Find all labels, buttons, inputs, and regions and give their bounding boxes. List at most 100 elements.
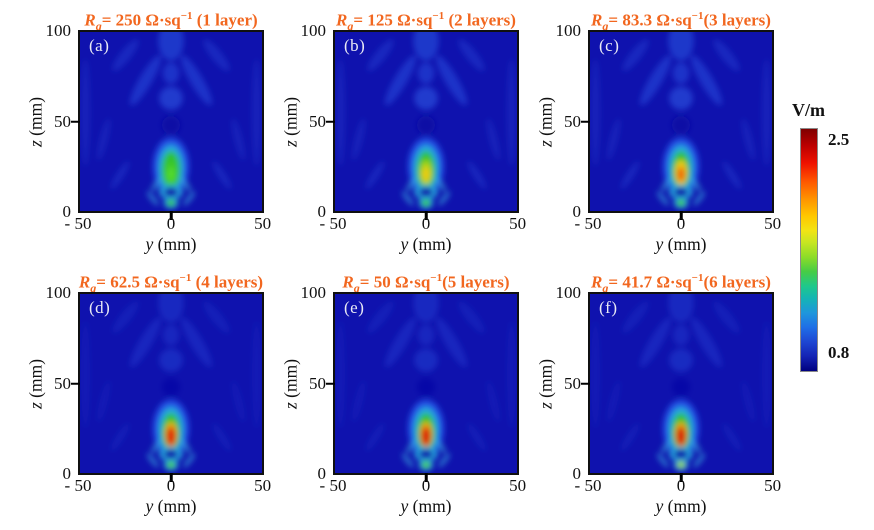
heatmap-canvas	[335, 32, 517, 209]
title-subscript: g	[347, 19, 354, 34]
y-tick-100: 100	[555, 21, 582, 40]
field-upper-structure	[335, 32, 517, 189]
title-exponent: −1	[430, 272, 443, 284]
x-axis-ticks: - 50 0 50	[575, 475, 782, 495]
y-tick-0: 0	[572, 202, 582, 221]
field-hotspot	[401, 137, 451, 209]
title-unit: Ω·sq	[141, 10, 181, 30]
title-layers: (4 layers)	[191, 272, 264, 292]
title-symbol: R	[342, 272, 354, 292]
x-axis-variable: y	[655, 496, 664, 516]
x-axis-unit: (mm)	[663, 496, 707, 516]
x-tick-minus50: - 50	[574, 476, 602, 495]
y-tick-50: 50	[309, 111, 326, 131]
x-tick-minus50: - 50	[64, 476, 92, 495]
y-tick-50: 50	[54, 373, 71, 393]
heatmap-panel-a: Rg= 250 Ω·sq−1 (1 layer) z (mm) 100 50 0	[26, 4, 272, 257]
heatmap-plot: (c)	[581, 30, 774, 220]
y-axis-unit: (mm)	[280, 96, 301, 140]
y-axis-variable: z	[25, 401, 46, 409]
y-axis-label: z (mm)	[26, 96, 47, 146]
x-axis-tick-mark	[679, 211, 683, 220]
title-exponent: −1	[432, 10, 445, 22]
y-axis-label: z (mm)	[281, 96, 302, 146]
x-axis-ticks: - 50 0 50	[65, 475, 272, 495]
y-tick-0: 0	[317, 202, 327, 221]
field-upper-structure	[80, 32, 262, 189]
title-resistance-value: 41.7	[622, 272, 653, 292]
title-unit: Ω·sq	[392, 10, 433, 30]
x-axis-label: y (mm)	[26, 233, 264, 257]
title-resistance-value: 83.3	[622, 10, 653, 30]
title-symbol: R	[78, 272, 91, 292]
x-tick-50: 50	[509, 214, 527, 233]
panel-main: z (mm) 100 50 0	[536, 21, 774, 221]
title-resistance-value: 50	[373, 272, 391, 292]
x-axis-unit: (mm)	[408, 234, 452, 254]
heatmap-plot: (e)	[326, 292, 519, 482]
title-equals: =	[359, 272, 374, 292]
x-axis-ticks: - 50 0 50	[320, 475, 527, 495]
title-equals: =	[96, 272, 111, 292]
panel-letter-label: (c)	[599, 36, 620, 55]
heatmap-canvas	[335, 294, 517, 471]
heatmap-canvas	[80, 32, 262, 209]
x-tick-0: 0	[166, 476, 176, 495]
x-axis-ticks: - 50 0 50	[65, 213, 272, 233]
y-axis-tick-mark	[581, 382, 590, 385]
x-axis-tick-mark	[169, 211, 173, 220]
panel-row-bottom: Rg= 62.5 Ω·sq−1 (4 layers) z (mm) 100 50…	[25, 266, 782, 519]
x-axis-unit: (mm)	[153, 234, 197, 254]
heatmap-canvas	[80, 294, 262, 471]
title-resistance-value: 62.5	[110, 272, 140, 292]
colorbar: V/m 2.5 0.8	[790, 100, 874, 400]
title-exponent: −1	[179, 272, 192, 284]
field-hotspot	[656, 137, 706, 209]
y-axis-tick-mark	[71, 382, 80, 385]
y-axis-variable: z	[25, 139, 46, 147]
panel-main: z (mm) 100 50 0	[281, 21, 519, 221]
title-equals: =	[608, 272, 623, 292]
panel-letter-label: (a)	[89, 36, 110, 55]
title-layers: (2 layers)	[444, 10, 516, 30]
panel-title: Rg= 41.7 Ω·sq−1(6 layers)	[536, 266, 774, 295]
title-subscript: g	[602, 19, 609, 34]
y-axis-variable: z	[280, 401, 301, 409]
title-layers: (1 layer)	[192, 10, 258, 30]
heatmap-panel-d: Rg= 62.5 Ω·sq−1 (4 layers) z (mm) 100 50…	[25, 266, 272, 519]
panel-letter-label: (b)	[344, 36, 366, 55]
colorbar-title: V/m	[792, 100, 825, 120]
y-tick-0: 0	[62, 464, 72, 483]
x-tick-0: 0	[676, 476, 686, 495]
x-tick-0: 0	[166, 214, 176, 233]
y-tick-100: 100	[45, 21, 72, 40]
panel-main: z (mm) 100 50 0	[26, 21, 264, 221]
y-axis-variable: z	[535, 401, 556, 409]
x-tick-50: 50	[254, 214, 272, 233]
x-axis-variable: y	[145, 496, 154, 516]
heatmap-canvas	[590, 294, 772, 471]
x-axis-unit: (mm)	[153, 496, 197, 516]
y-axis-tick-mark	[326, 120, 335, 123]
x-tick-minus50: - 50	[319, 214, 347, 233]
title-symbol: R	[336, 10, 348, 30]
colorbar-gradient	[800, 128, 818, 372]
y-axis-label-column: z (mm)	[281, 292, 301, 475]
y-tick-100: 100	[45, 283, 72, 302]
y-axis-label: z (mm)	[536, 358, 557, 408]
title-unit: Ω·sq	[139, 272, 180, 292]
panel-title: Rg= 83.3 Ω·sq−1(3 layers)	[536, 4, 774, 34]
x-axis-tick-mark	[424, 211, 428, 220]
y-tick-100: 100	[300, 283, 327, 302]
title-equals: =	[608, 10, 623, 30]
field-upper-structure	[590, 294, 772, 451]
x-tick-0: 0	[676, 214, 686, 233]
x-axis-label: y (mm)	[26, 495, 264, 519]
field-upper-structure	[335, 294, 517, 451]
x-axis-tick-mark	[169, 473, 173, 482]
y-axis-tick-mark	[71, 120, 80, 123]
heatmap-panel-b: Rg= 125 Ω·sq−1 (2 layers) z (mm) 100 50 …	[281, 4, 527, 257]
panel-letter-label: (e)	[344, 298, 365, 317]
x-axis-ticks: - 50 0 50	[320, 213, 527, 233]
